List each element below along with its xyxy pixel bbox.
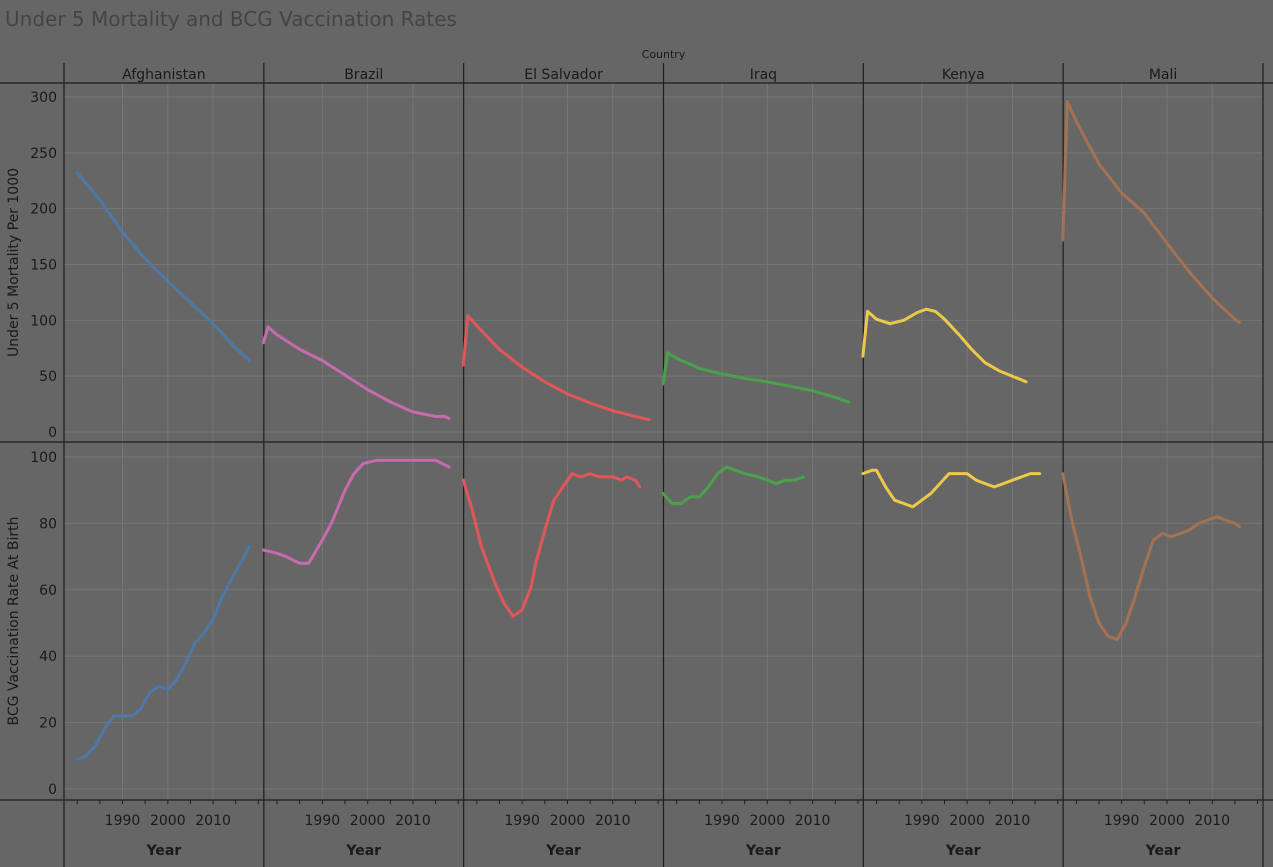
series-line-mali-bcg [1061,472,1241,642]
y-tick-label: 100 [30,313,57,329]
y-tick-label: 0 [48,425,57,441]
series-line-el-salvador-bcg [461,472,642,618]
y-tick-label: 40 [39,649,57,665]
series-line-afghanistan-mortality [75,171,251,362]
y-tick-label: 80 [39,516,57,532]
series-line-iraq-bcg [661,465,805,505]
y-tick-label: 20 [39,716,57,732]
x-tick-label: 2010 [795,813,831,829]
chart-title: Under 5 Mortality and BCG Vaccination Ra… [5,7,457,31]
y-tick-label: 100 [30,450,57,466]
country-header-brazil: Brazil [344,67,383,83]
series-line-brazil-mortality [261,325,451,421]
y-tick-label: 250 [30,146,57,162]
x-tick-label: 2000 [1149,813,1185,829]
x-tick-label: 2010 [995,813,1031,829]
x-axis-title: Year [545,843,581,859]
x-tick-label: 1990 [105,813,141,829]
y-axis-title: Under 5 Mortality Per 1000 [6,168,22,357]
x-tick-label: 2010 [195,813,231,829]
y-axis-title: BCG Vaccination Rate At Birth [6,517,22,726]
x-axis-title: Year [945,843,981,859]
x-tick-label: 2000 [949,813,985,829]
series-line-iraq-mortality [661,351,851,404]
series-line-kenya-bcg [861,468,1042,509]
x-tick-label: 2000 [550,813,586,829]
x-tick-label: 1990 [504,813,540,829]
series-line-kenya-mortality [861,307,1028,384]
y-tick-label: 200 [30,202,57,218]
x-tick-label: 1990 [704,813,740,829]
x-tick-label: 2010 [395,813,431,829]
country-header-kenya: Kenya [942,67,985,83]
x-tick-label: 2010 [595,813,631,829]
x-axis-title: Year [146,843,182,859]
country-header-iraq: Iraq [750,67,777,83]
x-tick-label: 1990 [904,813,940,829]
country-header-afghanistan: Afghanistan [122,67,205,83]
y-tick-label: 50 [39,369,57,385]
x-axis-title: Year [1145,843,1181,859]
x-axis-title: Year [345,843,381,859]
y-tick-label: 60 [39,583,57,599]
series-line-afghanistan-bcg [75,545,251,761]
y-tick-label: 300 [30,90,57,106]
country-header-el-salvador: El Salvador [524,67,603,83]
series-line-brazil-bcg [261,458,451,565]
y-tick-label: 150 [30,258,57,274]
column-header-label: Country [642,48,686,61]
country-header-mali: Mali [1149,67,1177,83]
x-tick-label: 2000 [749,813,785,829]
x-tick-label: 1990 [305,813,341,829]
series-line-mali-mortality [1061,100,1241,325]
series-line-el-salvador-mortality [461,314,651,422]
y-tick-label: 0 [48,782,57,798]
x-tick-label: 2000 [350,813,386,829]
x-tick-label: 1990 [1104,813,1140,829]
x-tick-label: 2010 [1194,813,1230,829]
x-tick-label: 2000 [150,813,186,829]
x-axis-title: Year [745,843,781,859]
